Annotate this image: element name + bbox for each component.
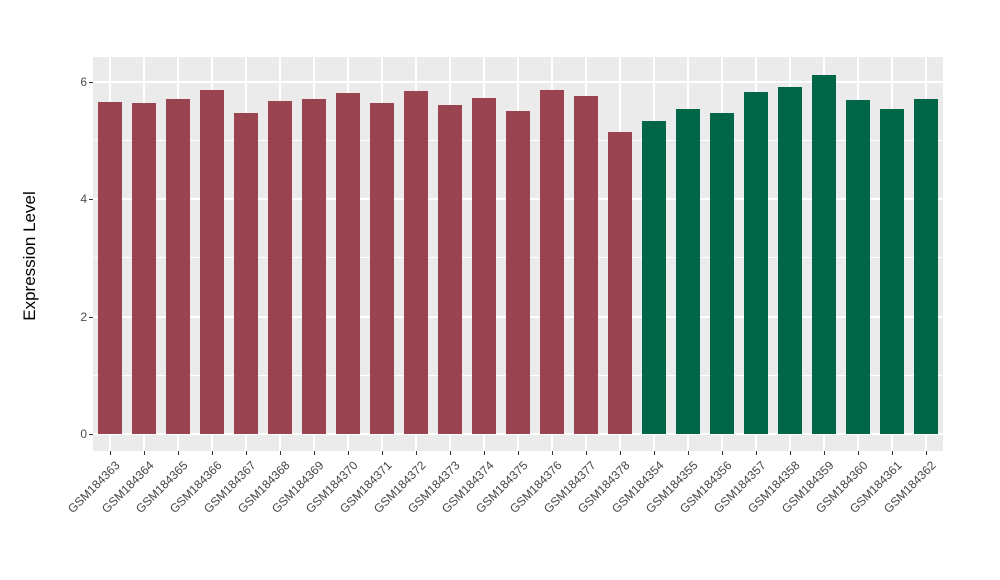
x-tick-mark	[824, 451, 825, 455]
bar-GSM184370	[336, 92, 360, 434]
bar-GSM184371	[370, 103, 394, 434]
x-tick-mark	[348, 451, 349, 455]
bar-GSM184354	[642, 121, 666, 434]
bar-GSM184361	[880, 109, 904, 434]
bar-GSM184369	[302, 99, 326, 434]
y-tick-mark	[89, 316, 93, 318]
bar-GSM184355	[676, 109, 700, 434]
bar-GSM184364	[132, 103, 156, 434]
bar-GSM184359	[812, 75, 836, 434]
x-tick-mark	[688, 451, 689, 455]
bar-GSM184358	[778, 86, 802, 434]
x-tick-mark	[280, 451, 281, 455]
bar-GSM184356	[710, 113, 734, 434]
bar-GSM184368	[268, 101, 292, 434]
bar-GSM184375	[506, 110, 530, 434]
x-tick-mark	[858, 451, 859, 455]
y-tick-label: 0	[80, 427, 87, 441]
bar-GSM184374	[472, 97, 496, 434]
x-tick-mark	[722, 451, 723, 455]
bar-GSM184372	[404, 90, 428, 434]
bar-GSM184365	[166, 99, 190, 434]
x-tick-mark	[314, 451, 315, 455]
y-tick-mark	[89, 434, 93, 435]
x-tick-mark	[246, 451, 247, 455]
x-tick-mark	[892, 451, 893, 455]
x-tick-mark	[654, 451, 655, 455]
x-tick-mark	[756, 451, 757, 455]
bar-GSM184373	[438, 105, 462, 434]
x-tick-mark	[110, 451, 111, 455]
bar-GSM184376	[540, 89, 564, 434]
y-tick-label: 6	[80, 74, 87, 89]
x-tick-mark	[416, 451, 417, 455]
bar-GSM184363	[98, 102, 122, 434]
bar-GSM184357	[744, 92, 768, 434]
x-tick-mark	[382, 451, 383, 455]
x-tick-mark	[926, 451, 927, 455]
bar-GSM184367	[234, 112, 258, 434]
y-tick-label: 2	[80, 309, 87, 324]
x-tick-mark	[484, 451, 485, 455]
x-tick-mark	[620, 451, 621, 455]
x-tick-mark	[790, 451, 791, 455]
y-tick-label: 4	[80, 192, 87, 206]
y-axis-title: Expression Level	[20, 191, 39, 321]
x-tick-mark	[450, 451, 451, 455]
bar-GSM184378	[608, 132, 632, 434]
y-tick-mark	[89, 199, 93, 200]
bar-GSM184366	[200, 90, 224, 434]
y-tick-mark	[89, 81, 93, 83]
x-tick-mark	[586, 451, 587, 455]
plot-panel	[93, 57, 943, 451]
bar-GSM184360	[846, 100, 870, 434]
x-tick-mark	[212, 451, 213, 455]
x-tick-mark	[518, 451, 519, 455]
x-tick-mark	[144, 451, 145, 455]
bar-GSM184362	[914, 99, 938, 434]
x-tick-mark	[178, 451, 179, 455]
x-tick-mark	[552, 451, 553, 455]
bar-GSM184377	[574, 95, 598, 434]
